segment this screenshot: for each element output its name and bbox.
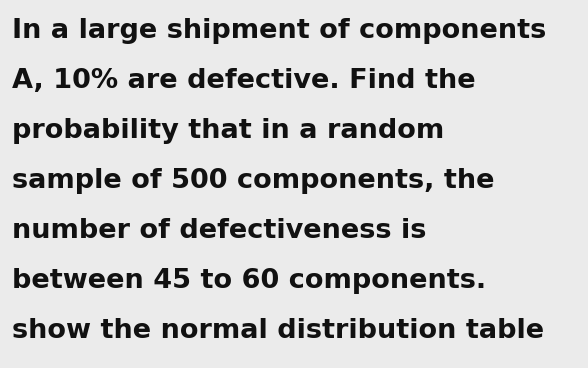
Text: probability that in a random: probability that in a random — [12, 118, 445, 144]
Text: between 45 to 60 components.: between 45 to 60 components. — [12, 268, 486, 294]
Text: number of defectiveness is: number of defectiveness is — [12, 218, 426, 244]
Text: In a large shipment of components: In a large shipment of components — [12, 18, 546, 44]
Text: sample of 500 components, the: sample of 500 components, the — [12, 168, 495, 194]
Text: show the normal distribution table: show the normal distribution table — [12, 318, 544, 344]
Text: A, 10% are defective. Find the: A, 10% are defective. Find the — [12, 68, 476, 94]
